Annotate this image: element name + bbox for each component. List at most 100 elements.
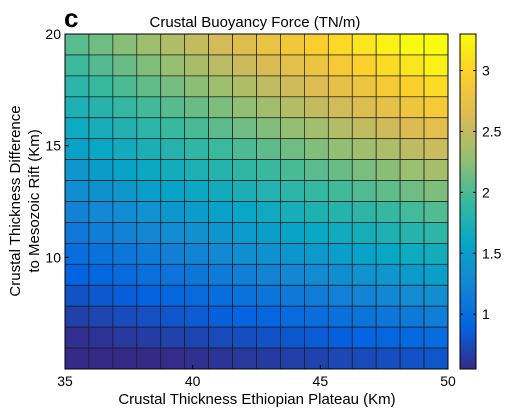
heatmap-cell (256, 201, 281, 223)
heatmap-cell (399, 138, 425, 160)
heatmap-cell (136, 75, 162, 98)
x-tick-label: 45 (313, 373, 329, 389)
heatmap-cell (351, 305, 377, 328)
heatmap-cell (208, 201, 233, 223)
heatmap-cell (327, 138, 353, 160)
heatmap-cell (208, 75, 233, 98)
panel-label: c (64, 3, 78, 33)
heatmap-cell (280, 222, 305, 244)
heatmap-cell (351, 284, 377, 307)
heatmap-cell (399, 96, 425, 119)
heatmap-cell (304, 222, 329, 244)
heatmap-cell (327, 117, 353, 140)
heatmap-cell (64, 75, 90, 98)
heatmap-cell (423, 159, 449, 181)
heatmap-cell (64, 305, 90, 328)
heatmap-cell (399, 201, 425, 223)
heatmap-cell (375, 347, 401, 370)
heatmap-cell (208, 284, 233, 307)
heatmap-cell (351, 263, 377, 286)
heatmap-cell (399, 347, 425, 370)
heatmap-cell (327, 33, 353, 56)
heatmap-cell (136, 347, 162, 370)
heatmap-cell (136, 180, 162, 202)
heatmap-cell (88, 96, 114, 119)
heatmap-cell (423, 284, 449, 307)
heatmap-cell (208, 96, 233, 119)
heatmap-cell (136, 138, 162, 160)
heatmap-cell (160, 54, 186, 77)
heatmap-cell (256, 33, 281, 56)
heatmap-cell (184, 305, 209, 328)
heatmap-cell (88, 201, 114, 223)
heatmap-cell (136, 305, 162, 328)
heatmap-cell (280, 117, 305, 140)
heatmap-cell (280, 180, 305, 202)
heatmap-cell (64, 96, 90, 119)
heatmap-cell (184, 347, 209, 370)
heatmap-cell (160, 347, 186, 370)
heatmap-cell (327, 180, 353, 202)
heatmap-cell (112, 117, 138, 140)
heatmap-cell (64, 117, 90, 140)
heatmap-cell (112, 138, 138, 160)
heatmap-cell (423, 54, 449, 77)
heatmap-cell (112, 75, 138, 98)
heatmap-cell (136, 201, 162, 223)
heatmap-cell (280, 243, 305, 265)
heatmap-cell (112, 326, 138, 349)
heatmap-cell (88, 263, 114, 286)
y-tick-label: 10 (45, 249, 61, 265)
colorbar-tick-label: 2 (482, 184, 490, 200)
heatmap-cell (184, 117, 209, 140)
heatmap-cell (327, 96, 353, 119)
heatmap-cell (375, 326, 401, 349)
heatmap-cell (136, 243, 162, 265)
heatmap-cell (351, 180, 377, 202)
heatmap-cell (208, 138, 233, 160)
heatmap-cell (375, 263, 401, 286)
heatmap-cell (88, 326, 114, 349)
heatmap-cell (280, 75, 305, 98)
heatmap-cell (232, 326, 257, 349)
heatmap-cell (351, 347, 377, 370)
y-axis-ticks: 10 15 20 (45, 26, 69, 265)
heatmap-cell (64, 326, 90, 349)
heatmap-cell (256, 117, 281, 140)
heatmap-cell (280, 138, 305, 160)
heatmap-cell (399, 222, 425, 244)
heatmap-cell (280, 326, 305, 349)
heatmap-cell (423, 201, 449, 223)
heatmap-cell (375, 117, 401, 140)
heatmap-cell (88, 305, 114, 328)
heatmap-cell (64, 54, 90, 77)
heatmap-cells (64, 33, 449, 370)
heatmap-cell (136, 96, 162, 119)
heatmap-cell (256, 305, 281, 328)
colorbar-tick-label: 3 (482, 63, 490, 79)
heatmap-cell (423, 117, 449, 140)
heatmap-cell (351, 243, 377, 265)
heatmap-cell (375, 75, 401, 98)
heatmap-cell (351, 54, 377, 77)
heatmap-cell (88, 117, 114, 140)
heatmap-cell (399, 159, 425, 181)
heatmap-cell (304, 96, 329, 119)
heatmap-cell (184, 284, 209, 307)
heatmap-cell (256, 263, 281, 286)
heatmap-cell (327, 159, 353, 181)
heatmap-cell (327, 201, 353, 223)
heatmap-cell (423, 33, 449, 56)
heatmap-cell (232, 201, 257, 223)
heatmap-cell (280, 201, 305, 223)
heatmap-cell (232, 96, 257, 119)
heatmap-cell (112, 54, 138, 77)
heatmap-cell (399, 305, 425, 328)
heatmap-cell (208, 33, 233, 56)
heatmap-cell (64, 159, 90, 181)
heatmap-cell (208, 326, 233, 349)
plot-frame (64, 33, 449, 370)
heatmap-cell (88, 138, 114, 160)
heatmap-cell (184, 33, 209, 56)
heatmap-cell (136, 33, 162, 56)
